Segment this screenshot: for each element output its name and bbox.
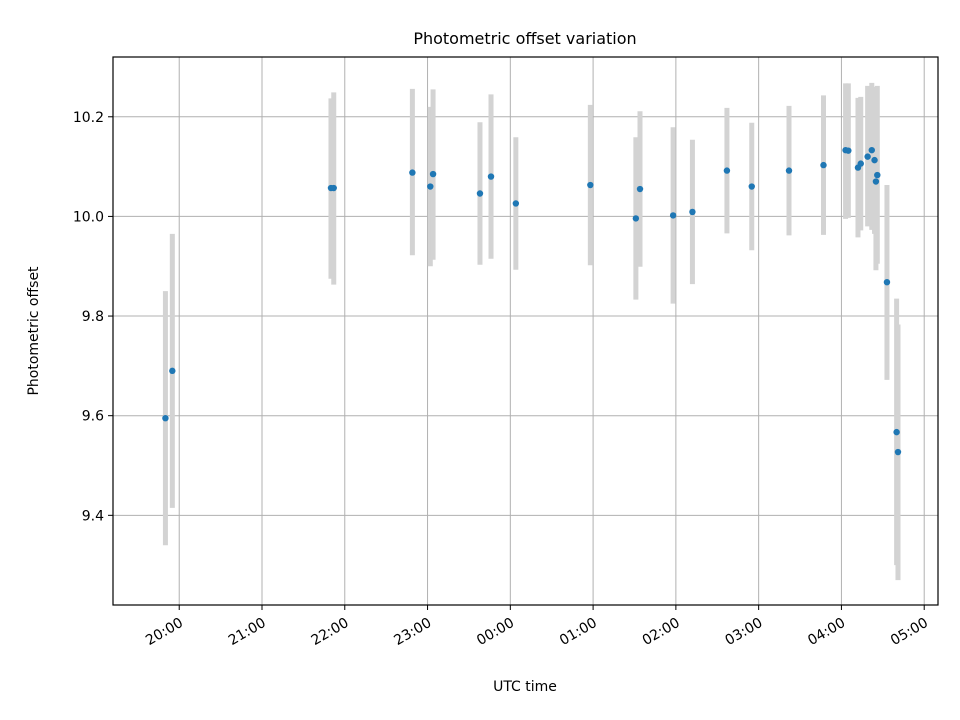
data-point <box>669 212 677 219</box>
data-point <box>874 171 881 179</box>
plot-frame <box>112 56 939 606</box>
data-point <box>169 367 176 375</box>
y-axis-label: Photometric offset <box>26 266 42 396</box>
data-point <box>587 181 594 189</box>
x-tick-layer: 20:00 21:00 22:00 23:00 00:00 01:00 02:00 03:00… <box>143 605 931 649</box>
data-point <box>893 428 900 436</box>
data-point <box>820 161 827 169</box>
data-point <box>785 167 793 174</box>
data-point <box>476 190 484 197</box>
data-point <box>632 215 640 222</box>
data-point <box>857 160 864 167</box>
data-point <box>748 183 755 190</box>
data-point <box>723 167 731 174</box>
data-point <box>894 448 902 456</box>
data-point <box>872 178 880 185</box>
data-point <box>845 147 852 154</box>
data-point <box>636 185 644 193</box>
data-point <box>409 169 416 176</box>
x-tick-label: 20:00 <box>143 615 186 649</box>
y-tick-label: 9.4 <box>82 508 104 524</box>
x-tick-label: 01:00 <box>557 615 600 649</box>
x-tick-label: 22:00 <box>309 615 352 649</box>
x-tick-label: 02:00 <box>640 615 683 649</box>
point-layer <box>162 146 902 456</box>
data-point <box>868 146 875 154</box>
data-point <box>330 184 337 192</box>
chart-title: Photometric offset variation <box>413 29 636 48</box>
data-point <box>883 278 891 286</box>
x-tick-label: 21:00 <box>226 615 269 649</box>
data-point <box>512 200 520 207</box>
x-tick-label: 04:00 <box>805 615 848 649</box>
data-point <box>487 173 495 180</box>
x-tick-label: 05:00 <box>888 615 931 649</box>
x-tick-label: 00:00 <box>474 615 517 649</box>
data-point <box>871 156 878 164</box>
grid-layer <box>113 57 938 605</box>
y-tick-label: 9.6 <box>82 409 104 425</box>
x-tick-label: 03:00 <box>722 615 765 649</box>
y-tick-label: 9.8 <box>82 309 104 325</box>
y-tick-label: 10.2 <box>73 110 104 126</box>
x-axis-label: UTC time <box>493 679 557 695</box>
data-point <box>689 208 696 216</box>
data-point <box>429 170 437 178</box>
errorbar-layer <box>162 82 901 581</box>
y-tick-layer: 9.4 9.6 9.8 10.0 10.2 <box>73 110 113 524</box>
data-point <box>162 414 169 422</box>
x-tick-label: 23:00 <box>391 615 434 649</box>
y-tick-label: 10.0 <box>73 209 104 225</box>
data-point <box>864 153 871 160</box>
data-point <box>427 183 434 190</box>
